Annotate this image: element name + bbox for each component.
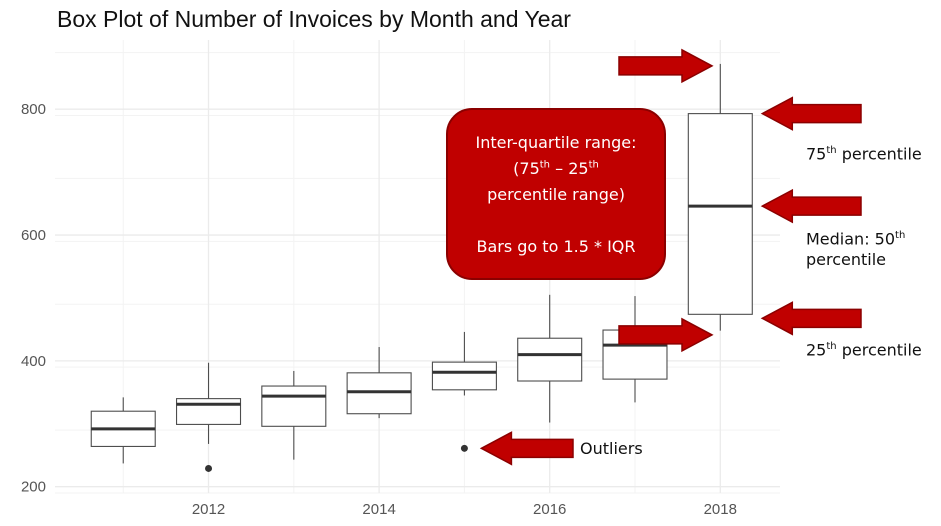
box-2015 bbox=[431, 331, 497, 452]
box-2011 bbox=[90, 397, 156, 464]
iqr-callout-line: percentile range) bbox=[487, 185, 625, 204]
iqr-callout-line: Inter-quartile range: bbox=[475, 133, 637, 152]
iqr-box bbox=[517, 337, 583, 382]
iqr-callout: Inter-quartile range: (75th – 25th perce… bbox=[446, 108, 666, 280]
annotation-arrows bbox=[479, 48, 862, 466]
p25-label: 25th percentile bbox=[806, 340, 922, 360]
box-2014 bbox=[346, 347, 412, 419]
arrow-lower-whisker bbox=[618, 317, 714, 353]
axis-ticks: 200 400 600 800 2012 2014 2016 2018 bbox=[21, 101, 737, 518]
y-tick-label: 800 bbox=[21, 101, 46, 118]
iqr-box bbox=[261, 385, 327, 427]
iqr-box bbox=[346, 372, 412, 415]
box-2017 bbox=[602, 296, 668, 403]
iqr-box bbox=[431, 361, 497, 391]
x-tick-label: 2016 bbox=[533, 501, 566, 518]
y-tick-label: 400 bbox=[21, 353, 46, 370]
y-tick-label: 600 bbox=[21, 227, 46, 244]
arrow-75th bbox=[760, 96, 862, 131]
x-tick-label: 2014 bbox=[362, 501, 395, 518]
box-2016 bbox=[517, 294, 583, 423]
y-tick-label: 200 bbox=[21, 479, 46, 496]
outlier-point bbox=[460, 444, 468, 452]
iqr-box bbox=[175, 398, 242, 425]
arrow-25th bbox=[760, 301, 862, 336]
iqr-callout-line: (75th – 25th bbox=[513, 159, 599, 178]
p75-label: 75th percentile bbox=[806, 144, 922, 164]
arrow-median bbox=[760, 188, 862, 224]
box-2012 bbox=[175, 362, 242, 472]
x-tick-label: 2012 bbox=[192, 501, 225, 518]
box-2013 bbox=[261, 370, 327, 460]
outliers-label: Outliers bbox=[580, 439, 643, 458]
grid-lines bbox=[55, 40, 780, 494]
iqr-callout-line: Bars go to 1.5 * IQR bbox=[476, 237, 636, 256]
box-2018 bbox=[687, 63, 753, 331]
arrow-upper-whisker bbox=[618, 48, 714, 84]
x-tick-label: 2018 bbox=[704, 501, 737, 518]
median-label: Median: 50th percentile bbox=[806, 229, 906, 270]
outlier-point bbox=[205, 464, 213, 472]
chart-title: Box Plot of Number of Invoices by Month … bbox=[57, 6, 571, 32]
arrow-outliers bbox=[479, 431, 574, 466]
iqr-box bbox=[687, 113, 753, 315]
